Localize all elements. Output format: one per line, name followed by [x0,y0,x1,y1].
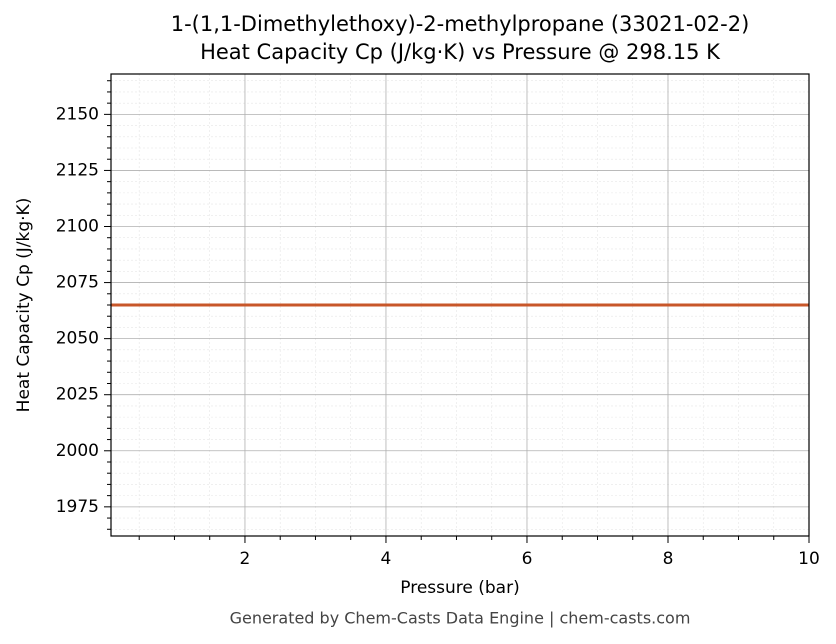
plot-frame [110,73,810,537]
chart-subtitle: Heat Capacity Cp (J/kg·K) vs Pressure @ … [200,40,721,64]
chart-title: 1-(1,1-Dimethylethoxy)-2-methylpropane (… [171,12,750,36]
y-tick-label: 2000 [56,441,99,461]
y-tick-label: 2100 [56,217,99,237]
x-tick-label: 8 [663,549,674,569]
x-tick-label: 4 [381,549,392,569]
x-tick-label: 6 [522,549,533,569]
y-tick-label: 2125 [56,160,99,180]
y-tick-label: 2150 [56,104,99,124]
x-tick-label: 2 [240,549,251,569]
footer: Generated by Chem-Casts Data Engine | ch… [230,609,691,628]
y-axis-label: Heat Capacity Cp (J/kg·K) [14,198,34,413]
y-tick-label: 2075 [56,273,99,293]
y-tick-label: 2050 [56,329,99,349]
x-tick-label: 10 [798,549,820,569]
x-axis-label: Pressure (bar) [400,578,519,598]
y-tick-label: 1975 [56,497,99,517]
y-tick-label: 2025 [56,385,99,405]
